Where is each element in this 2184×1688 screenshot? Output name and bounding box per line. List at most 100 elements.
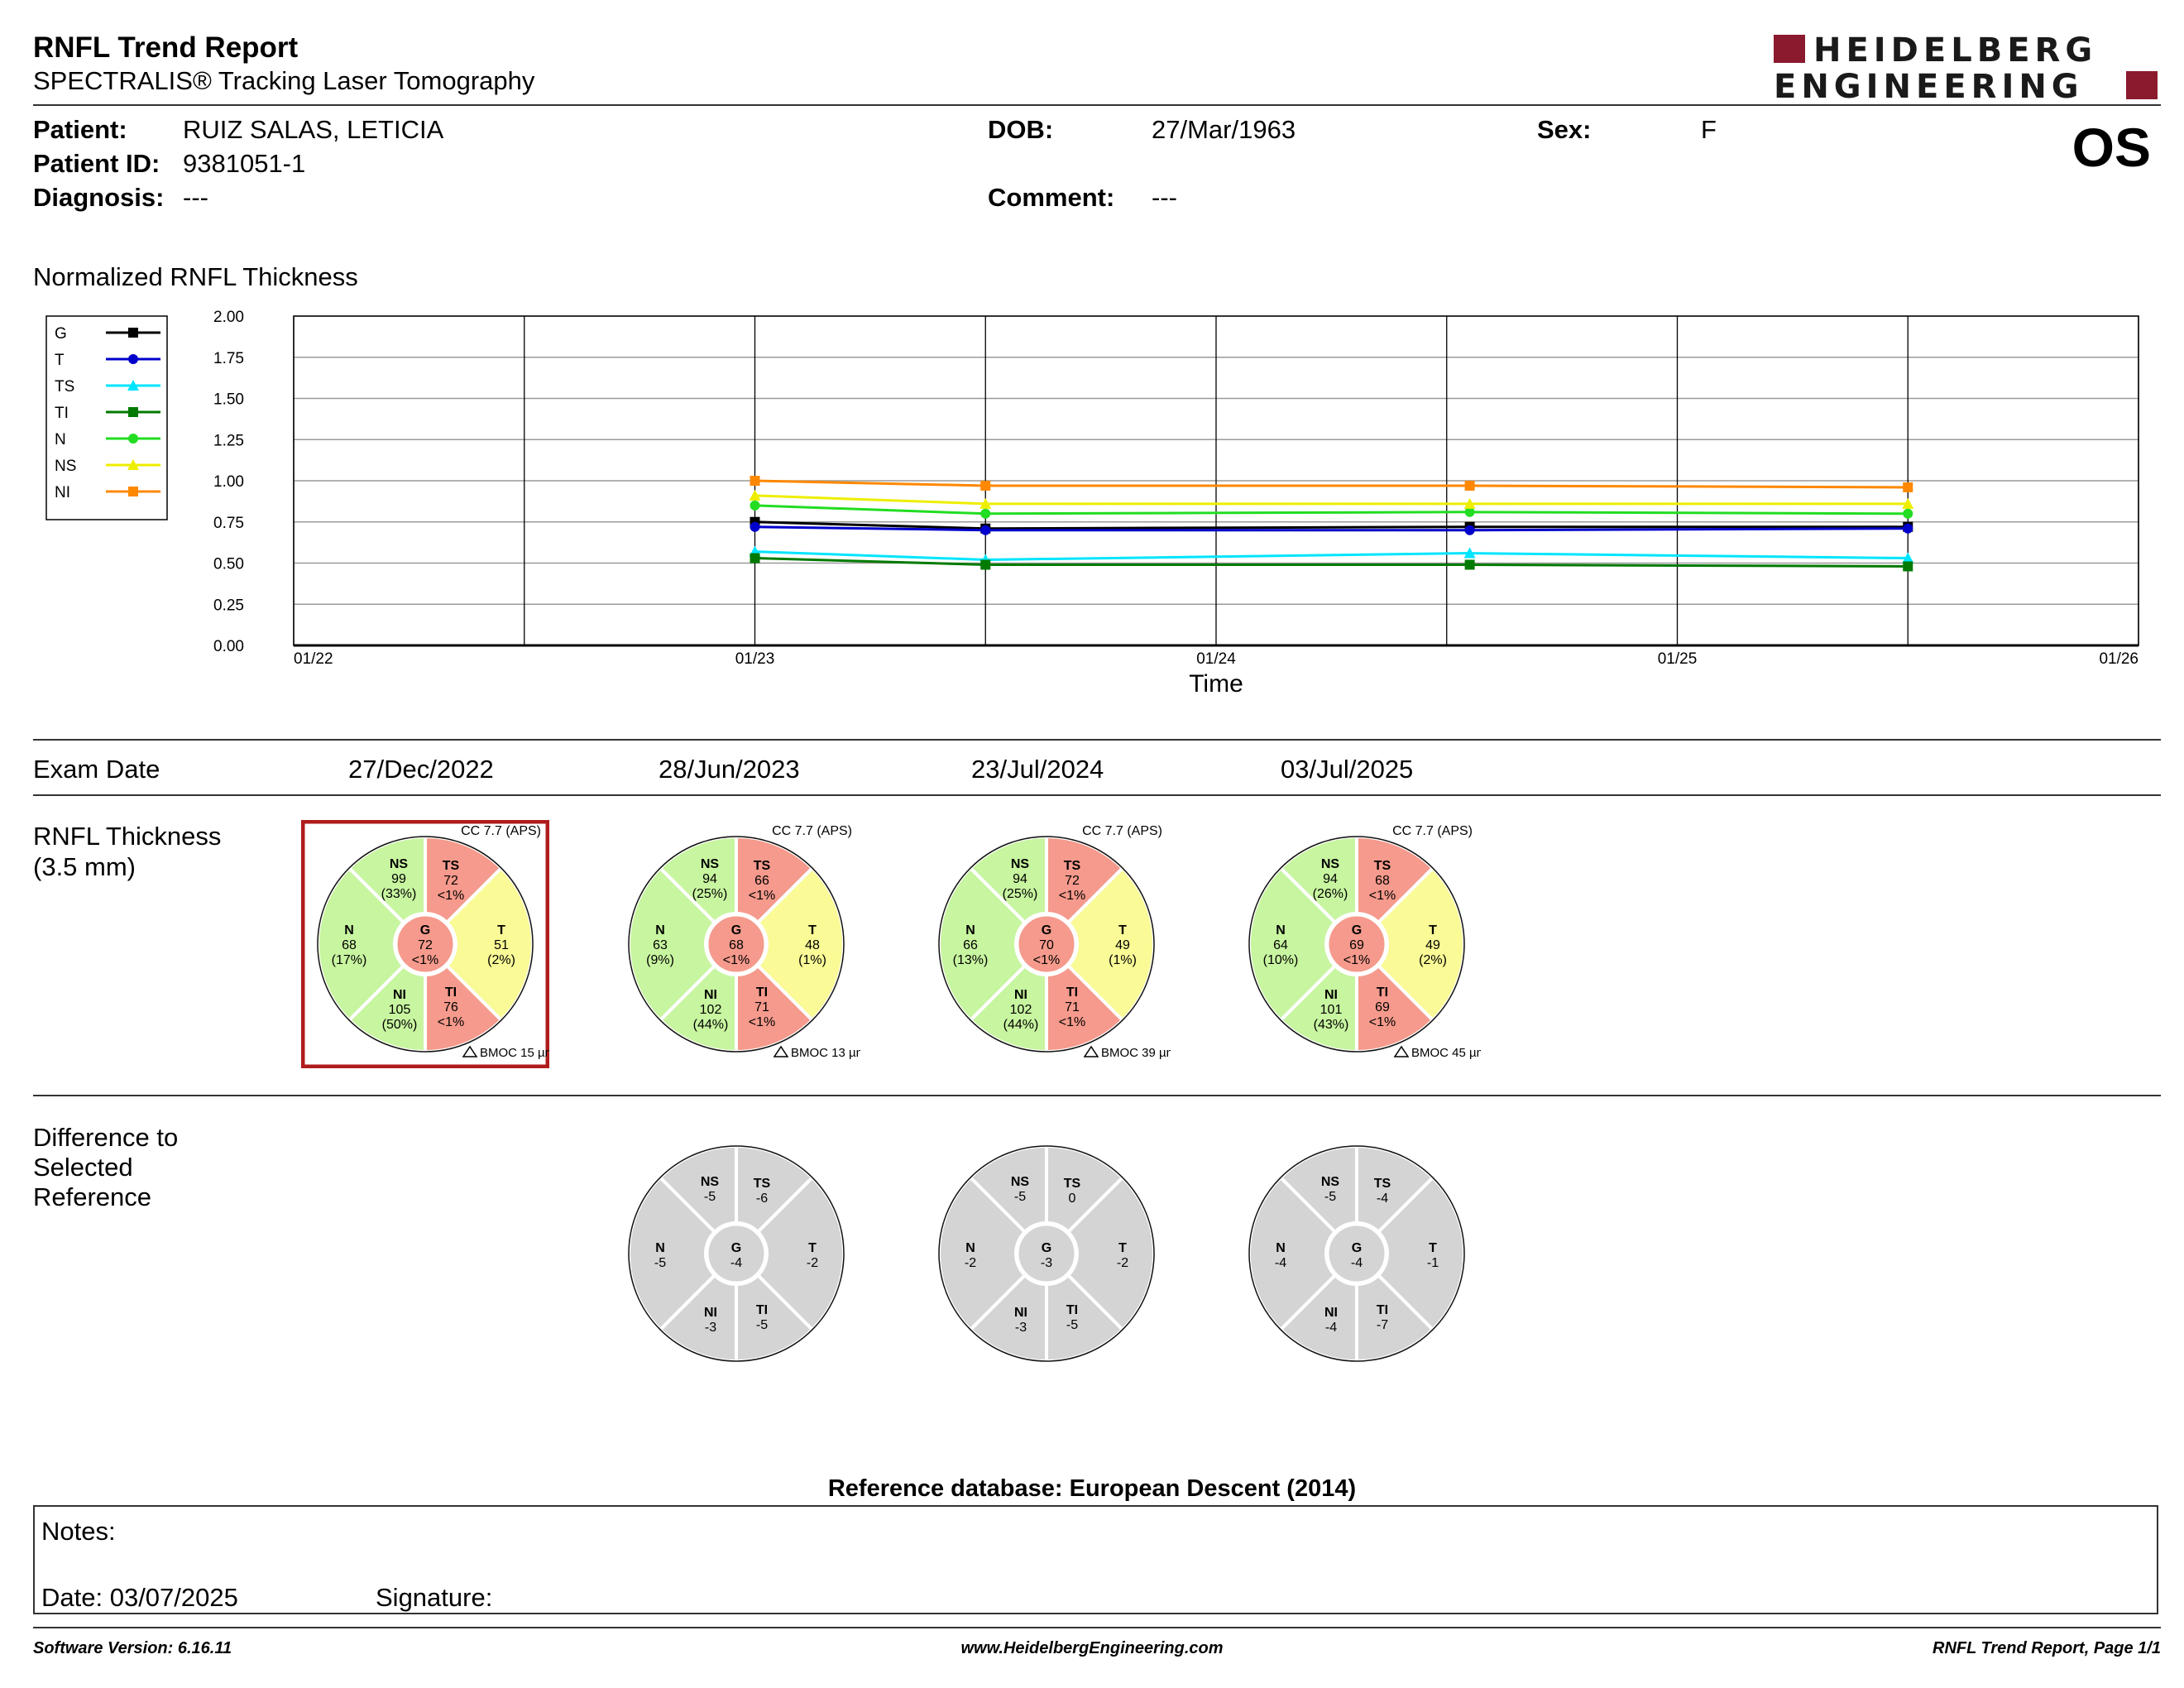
sector-diff-n: -2 [965, 1256, 976, 1270]
report-title: RNFL Trend Report [33, 31, 299, 64]
difference-plot: G-4T-1N-4NS-5TS-4NI-4TI-7 [1248, 1144, 1466, 1364]
legend-label: NI [55, 484, 70, 501]
sector-value-g: 70 [1039, 938, 1054, 952]
sector-g [706, 914, 767, 975]
sector-diff-g: -4 [730, 1256, 742, 1270]
sector-g [395, 914, 456, 975]
sector-percentile-g: <1% [1343, 953, 1370, 967]
sector-label-ni: NI [704, 988, 717, 1002]
difference-label-3: Reference [33, 1182, 152, 1211]
sector-diff-ti: -5 [1066, 1318, 1078, 1332]
sector-percentile-ti: <1% [1369, 1015, 1396, 1029]
notes-date: Date: 03/07/2025 [41, 1583, 238, 1612]
sector-label-g: G [731, 923, 741, 938]
sector-diff-g: -4 [1351, 1256, 1363, 1270]
exam-date-1: 27/Dec/2022 [348, 755, 494, 784]
sector-percentile-ns: (25%) [1003, 887, 1038, 901]
website-link[interactable]: www.HeidelbergEngineering.com [960, 1639, 1224, 1657]
data-point-ns [979, 497, 992, 509]
series-line-n [754, 504, 1909, 516]
data-point-ti [980, 559, 991, 570]
sector-label-n: N [344, 923, 354, 938]
sector-g [1326, 1223, 1387, 1284]
sector-percentile-g: <1% [1033, 953, 1060, 967]
sector-percentile-n: (17%) [332, 953, 367, 967]
sector-diff-g: -3 [1041, 1256, 1052, 1270]
sector-label-ti: TI [1066, 985, 1078, 1000]
sector-percentile-t: (2%) [487, 953, 515, 967]
sector-value-g: 68 [729, 938, 744, 952]
sector-label-t: T [1429, 923, 1437, 938]
sector-diff-ns: -5 [1014, 1190, 1026, 1204]
sector-value-n: 66 [963, 938, 978, 952]
sector-diff-ts: -4 [1377, 1192, 1388, 1206]
patient-id-label: Patient ID: [33, 149, 160, 178]
series-line-ni [754, 479, 1909, 489]
sector-percentile-n: (9%) [646, 953, 674, 967]
series-line-t [754, 525, 1909, 532]
sector-diff-t: -2 [1117, 1256, 1128, 1270]
sector-label-ts: TS [1374, 1177, 1391, 1191]
x-tick-label: 01/24 [1196, 650, 1236, 668]
svg-text:ENGINEERING: ENGINEERING [1774, 68, 2084, 103]
bmo-center-offset: BMOC 45 µm [1411, 1046, 1481, 1060]
sector-label-ns: NS [701, 1175, 720, 1189]
sector-label-ns: NS [701, 857, 720, 871]
sector-label-ns: NS [1321, 1175, 1340, 1189]
delta-icon [462, 1045, 478, 1057]
sector-label-ts: TS [754, 859, 771, 873]
sector-label-ni: NI [704, 1306, 717, 1320]
data-point-ti [750, 553, 760, 563]
sector-value-ts: 68 [1375, 874, 1390, 888]
sector-percentile-ts: <1% [1369, 889, 1396, 903]
sector-percentile-g: <1% [723, 953, 750, 967]
sector-value-ns: 99 [391, 872, 406, 886]
data-point-n [980, 508, 991, 519]
y-tick-label: 1.25 [213, 432, 244, 449]
y-tick-label: 0.50 [213, 556, 244, 573]
sector-label-ni: NI [393, 988, 406, 1002]
sector-label-t: T [808, 923, 817, 938]
sector-value-ti: 71 [754, 1000, 769, 1014]
scan-quality: CC 7.7 (APS) [1082, 824, 1162, 838]
eye-label: OS [2071, 117, 2151, 178]
sector-value-t: 51 [494, 938, 509, 952]
sector-value-ni: 102 [700, 1003, 722, 1017]
sector-value-ns: 94 [1323, 872, 1338, 886]
sector-label-ti: TI [1377, 985, 1388, 1000]
delta-icon [1393, 1045, 1410, 1057]
sector-percentile-ti: <1% [1059, 1015, 1085, 1029]
sector-g [1016, 1223, 1077, 1284]
scan-quality: CC 7.7 (APS) [772, 824, 852, 838]
sector-label-g: G [1042, 923, 1051, 938]
sector-g [706, 1223, 767, 1284]
difference-label-2: Selected [33, 1153, 133, 1182]
sector-label-ns: NS [1321, 857, 1340, 871]
sector-value-n: 63 [653, 938, 668, 952]
legend-label: N [55, 431, 66, 448]
data-point-t [980, 525, 991, 535]
rnfl-thickness-sublabel: (3.5 mm) [33, 852, 136, 881]
legend-marker [127, 459, 139, 470]
sector-label-ns: NS [1011, 857, 1030, 871]
sector-label-t: T [1118, 923, 1127, 938]
sector-label-ni: NI [1014, 1306, 1027, 1320]
sector-diff-ni: -3 [705, 1321, 716, 1335]
notes-box: Notes: Date: 03/07/2025 Signature: [33, 1505, 2158, 1614]
signature-label: Signature: [376, 1583, 493, 1612]
data-point-ts [1463, 547, 1476, 559]
sector-value-n: 68 [342, 938, 357, 952]
legend-label: T [55, 352, 65, 369]
sector-percentile-n: (13%) [953, 953, 989, 967]
svg-text:HEIDELBERG: HEIDELBERG [1813, 31, 2097, 70]
data-point-ts [1902, 552, 1914, 563]
data-point-t [1903, 523, 1913, 534]
data-point-ns [1902, 497, 1914, 509]
report-subtitle: SPECTRALIS® Tracking Laser Tomography [33, 66, 535, 95]
sector-label-g: G [1042, 1241, 1051, 1255]
data-point-n [1903, 508, 1913, 519]
x-axis-title: Time [1189, 670, 1243, 698]
sector-label-t: T [1118, 1241, 1127, 1255]
delta-icon [773, 1045, 789, 1057]
sector-label-ts: TS [1064, 859, 1081, 873]
